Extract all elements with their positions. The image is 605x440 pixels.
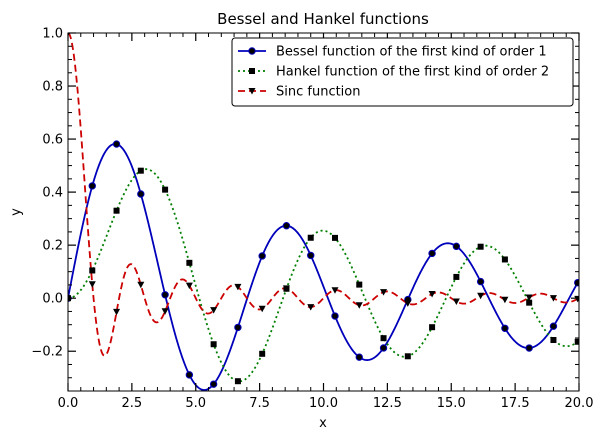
marker-s3-17 [452,298,460,305]
marker-s1-21 [549,322,558,330]
marker-s2-15 [404,353,411,360]
marker-s1-4 [137,190,145,198]
marker-s1-11 [307,251,315,260]
marker-s1-13 [355,353,363,361]
y-axis-label: y [9,208,24,216]
x-tick-label: 12.5 [373,396,402,411]
marker-s3-12 [331,287,339,294]
marker-s3-2 [88,281,96,288]
marker-s1-5 [161,291,169,299]
marker-s3-16 [428,290,436,298]
y-tick-label: 1.0 [42,27,63,42]
marker-s3-5 [161,308,169,315]
marker-s2-13 [356,281,363,288]
marker-s1-12 [331,312,339,320]
series-line-1 [68,142,579,391]
marker-s1-7 [209,380,218,388]
marker-s1-22 [574,278,579,287]
legend-label-3: Sinc function [276,85,361,100]
legend-label-1: Bessel function of the first kind of ord… [276,45,547,60]
legend: Bessel function of the first kind of ord… [231,37,574,107]
marker-s2-17 [453,273,460,280]
marker-layer [68,33,579,388]
marker-s2-16 [429,324,436,331]
marker-s1-19 [501,324,509,332]
marker-s2-8 [234,378,241,385]
marker-s1-10 [282,222,291,230]
ticks-layer: 0.0 2.5 5.0 7.5 10.0 12.5 15.0 17.5 20.0 −0.2 0.0 0… [31,27,593,412]
marker-s3-20 [525,294,533,301]
marker-s1-14 [379,344,388,352]
marker-s1-9 [258,252,266,260]
marker-s3-19 [501,296,509,304]
marker-s2-19 [501,256,508,263]
marker-s1-20 [525,344,533,352]
marker-s3-9 [258,305,266,313]
series-line-2 [68,168,579,383]
marker-s3-6 [185,282,193,290]
marker-s2-20 [526,299,533,306]
series-layer [68,33,579,391]
marker-s2-12 [331,234,338,241]
marker-s3-13 [355,302,363,309]
marker-s3-18 [477,292,485,300]
marker-s1-8 [234,323,242,332]
marker-s3-11 [307,304,315,311]
marker-s3-21 [549,295,557,302]
marker-s2-2 [89,267,96,274]
marker-s2-21 [550,337,557,344]
x-tick-label: 0.0 [58,396,79,411]
marker-s2-14 [380,335,387,342]
marker-s3-10 [282,285,290,292]
marker-s1-6 [185,371,194,379]
marker-s1-16 [428,249,436,258]
marker-s2-5 [162,186,169,193]
marker-s2-4 [137,167,144,174]
y-tick-label: 0.2 [42,239,63,254]
chart-title: Bessel and Hankel functions [217,10,429,28]
marker-s2-11 [307,234,314,241]
plot-frame [67,32,580,392]
marker-s2-6 [186,259,193,266]
x-tick-label: 5.0 [185,396,206,411]
series-line-3 [68,33,579,357]
x-tick-label: 10.0 [309,396,338,411]
marker-s2-3 [113,207,120,214]
marker-s3-7 [210,307,218,314]
y-tick-label: 0.4 [42,186,63,201]
y-tick-label: 0.8 [42,80,63,95]
legend-box [231,37,574,107]
marker-s2-18 [477,243,484,250]
legend-marker-3 [248,88,256,95]
marker-s2-22 [574,338,579,345]
marker-s2-9 [259,350,266,357]
marker-s1-18 [476,277,485,286]
x-tick-label: 7.5 [249,396,270,411]
x-tick-label: 2.5 [122,396,143,411]
marker-s1-2 [88,182,96,190]
x-axis-label: x [319,416,327,431]
marker-s3-22 [574,295,579,303]
marker-s1-3 [112,140,121,148]
marker-s2-7 [210,341,217,348]
legend-label-2: Hankel function of the first kind of ord… [276,65,549,80]
marker-s1-17 [452,242,461,251]
marker-s3-3 [113,308,121,316]
y-tick-label: −0.2 [31,345,63,360]
legend-marker-2 [249,68,255,74]
marker-s3-14 [380,289,388,296]
marker-s3-8 [234,283,242,291]
marker-s3-4 [137,281,145,289]
legend-marker-1 [248,47,256,55]
x-tick-label: 20.0 [565,396,594,411]
x-tick-label: 17.5 [501,396,530,411]
x-tick-label: 15.0 [437,396,466,411]
y-tick-label: 0.6 [42,133,63,148]
y-tick-label: 0.0 [42,292,63,307]
marker-s3-15 [404,300,412,307]
